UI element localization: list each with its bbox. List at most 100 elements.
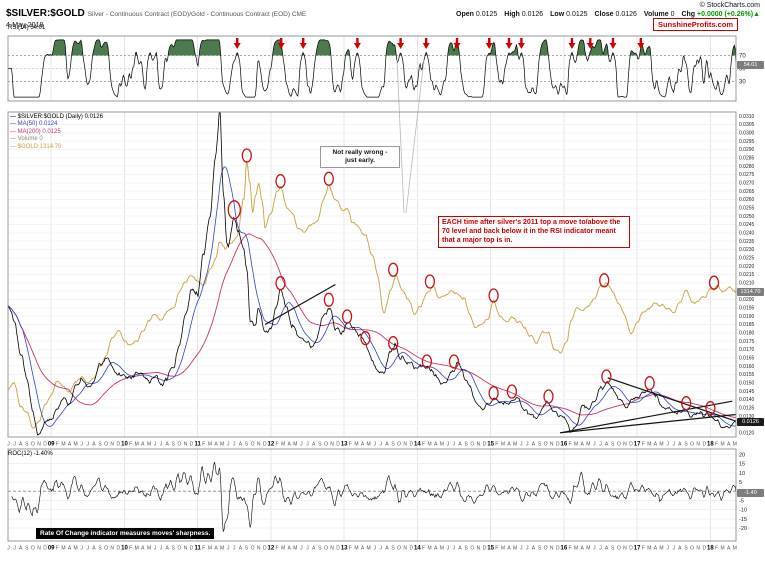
svg-text:F: F xyxy=(422,546,425,552)
svg-text:A: A xyxy=(19,546,23,552)
signal-arrows xyxy=(233,38,645,49)
svg-text:M: M xyxy=(293,442,297,448)
svg-text:A: A xyxy=(92,546,96,552)
svg-text:S: S xyxy=(684,546,688,552)
svg-text:0.0215: 0.0215 xyxy=(739,272,755,278)
svg-text:S: S xyxy=(98,546,102,552)
svg-text:F: F xyxy=(642,442,645,448)
volume-label: Volume xyxy=(643,11,669,18)
svg-text:A: A xyxy=(141,546,145,552)
svg-text:0.0265: 0.0265 xyxy=(739,189,755,195)
svg-text:11: 11 xyxy=(195,546,202,552)
svg-text:S: S xyxy=(172,442,176,448)
svg-text:17: 17 xyxy=(634,442,641,448)
svg-text:0.0260: 0.0260 xyxy=(739,197,755,203)
svg-text:0.0225: 0.0225 xyxy=(739,256,755,262)
svg-text:M: M xyxy=(281,442,285,448)
svg-text:D: D xyxy=(336,442,340,448)
svg-text:M: M xyxy=(574,442,578,448)
close-value: 0.0126 xyxy=(615,11,637,18)
svg-text:0.0235: 0.0235 xyxy=(739,239,755,245)
svg-text:A: A xyxy=(68,442,72,448)
svg-text:0.0185: 0.0185 xyxy=(739,322,755,328)
svg-text:A: A xyxy=(214,442,218,448)
svg-text:M: M xyxy=(586,442,590,448)
legend-item-gold: — $GOLD 1314.70 xyxy=(10,143,62,150)
svg-text:D: D xyxy=(556,442,560,448)
svg-text:M: M xyxy=(513,442,517,448)
svg-text:0.0300: 0.0300 xyxy=(739,131,755,137)
svg-text:F: F xyxy=(349,546,352,552)
svg-text:F: F xyxy=(275,442,278,448)
svg-text:S: S xyxy=(25,442,29,448)
svg-text:A: A xyxy=(68,546,72,552)
svg-text:O: O xyxy=(104,442,108,448)
svg-text:D: D xyxy=(263,546,267,552)
svg-text:F: F xyxy=(642,546,645,552)
svg-text:0.0130: 0.0130 xyxy=(739,414,755,420)
svg-text:M: M xyxy=(354,442,358,448)
svg-text:0.0155: 0.0155 xyxy=(739,372,755,378)
svg-text:S: S xyxy=(391,546,395,552)
svg-text:J: J xyxy=(233,546,236,552)
svg-text:A: A xyxy=(532,546,536,552)
svg-text:15: 15 xyxy=(487,546,494,552)
svg-text:A: A xyxy=(385,546,389,552)
svg-text:J: J xyxy=(300,442,303,448)
svg-text:J: J xyxy=(453,546,456,552)
svg-text:0.0135: 0.0135 xyxy=(739,406,755,412)
high-value: 0.0126 xyxy=(521,11,544,18)
svg-text:J: J xyxy=(154,442,157,448)
svg-text:N: N xyxy=(696,546,700,552)
svg-text:M: M xyxy=(61,546,65,552)
gold-value-box: 1314.70 xyxy=(737,288,764,296)
svg-text:D: D xyxy=(629,442,633,448)
svg-text:D: D xyxy=(336,546,340,552)
svg-text:S: S xyxy=(245,442,249,448)
svg-text:J: J xyxy=(520,442,523,448)
svg-text:S: S xyxy=(25,546,29,552)
svg-text:N: N xyxy=(330,442,334,448)
svg-text:A: A xyxy=(727,442,731,448)
svg-text:0.0160: 0.0160 xyxy=(739,364,755,370)
svg-text:J: J xyxy=(154,546,157,552)
svg-text:F: F xyxy=(495,546,498,552)
svg-text:O: O xyxy=(690,442,694,448)
svg-text:M: M xyxy=(721,442,725,448)
svg-text:14: 14 xyxy=(414,546,421,552)
svg-text:A: A xyxy=(19,442,23,448)
svg-text:D: D xyxy=(116,546,120,552)
svg-text:09: 09 xyxy=(48,546,55,552)
svg-text:M: M xyxy=(354,546,358,552)
svg-text:0.0245: 0.0245 xyxy=(739,222,755,228)
svg-text:0.0255: 0.0255 xyxy=(739,206,755,212)
svg-text:S: S xyxy=(98,442,102,448)
svg-text:A: A xyxy=(288,546,292,552)
svg-text:O: O xyxy=(617,442,621,448)
svg-text:M: M xyxy=(428,442,432,448)
svg-text:D: D xyxy=(483,546,487,552)
legend-item-ratio: — $SILVER:$GOLD (Daily) 0.0126 xyxy=(10,114,103,120)
svg-text:M: M xyxy=(220,442,224,448)
svg-text:A: A xyxy=(312,546,316,552)
legend-dash-icon: — xyxy=(10,128,16,135)
rsi-legend: RSI(14) 54.01 xyxy=(8,25,46,31)
svg-text:D: D xyxy=(263,442,267,448)
svg-text:0.0240: 0.0240 xyxy=(739,231,755,237)
svg-text:0.0305: 0.0305 xyxy=(739,122,755,128)
svg-text:A: A xyxy=(214,546,218,552)
svg-text:S: S xyxy=(245,546,249,552)
svg-text:M: M xyxy=(220,546,224,552)
symbol-title: $SILVER:$GOLD xyxy=(6,8,85,19)
svg-text:A: A xyxy=(312,442,316,448)
svg-text:J: J xyxy=(599,546,602,552)
svg-text:D: D xyxy=(702,442,706,448)
svg-text:J: J xyxy=(160,546,163,552)
roc-plot xyxy=(11,461,736,533)
header-left: $SILVER:$GOLD Silver - Continuous Contrac… xyxy=(6,3,306,29)
svg-text:F: F xyxy=(422,442,425,448)
svg-text:16: 16 xyxy=(561,442,568,448)
svg-text:0.0150: 0.0150 xyxy=(739,381,755,387)
svg-text:A: A xyxy=(727,546,731,552)
